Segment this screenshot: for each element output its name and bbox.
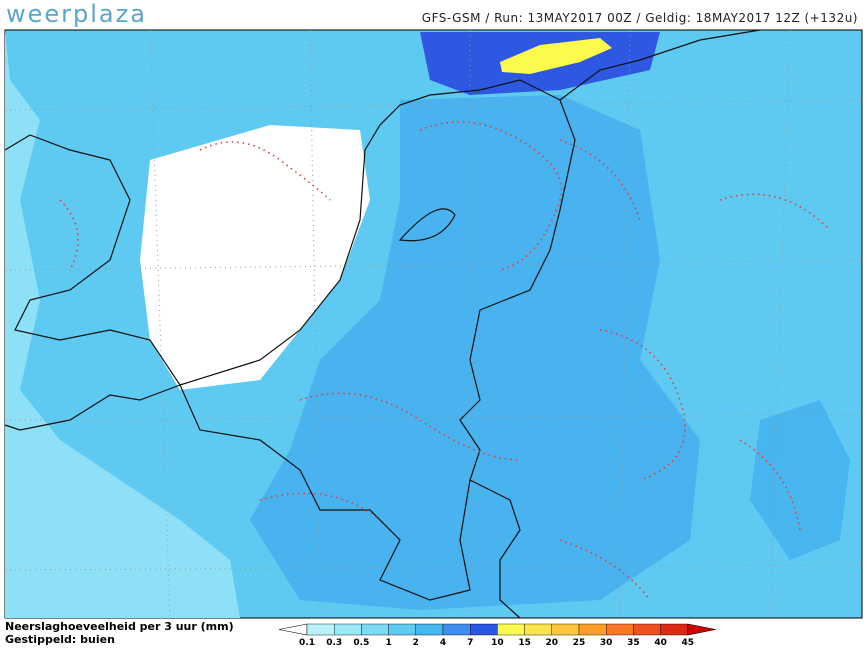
legend-tick-label: 35 [627, 638, 640, 648]
legend-tick-label: 7 [467, 638, 473, 648]
lake [398, 208, 456, 242]
legend-tick-label: 40 [654, 638, 667, 648]
legend-tick-label: 15 [518, 638, 531, 648]
map [4, 29, 863, 619]
color-swatch [361, 623, 389, 636]
legend-tick-label: 10 [491, 638, 504, 648]
legend-tick-label: 25 [573, 638, 586, 648]
legend-tick-label: 30 [600, 638, 613, 648]
color-swatch [334, 623, 362, 636]
legend-tick-label: 0.5 [353, 638, 369, 648]
dry-area [140, 125, 370, 390]
legend-tick-label: 2 [413, 638, 419, 648]
color-swatch [442, 623, 471, 636]
legend-tick-label: 4 [440, 638, 446, 648]
wet-area [250, 95, 700, 610]
color-swatch [497, 623, 525, 636]
color-swatch [388, 623, 417, 636]
border-be [179, 384, 471, 601]
legend-tick-label: 0.1 [299, 638, 315, 648]
coast-de [559, 29, 761, 101]
coast-uk [4, 134, 181, 431]
color-swatch [524, 623, 552, 636]
shower-contours [59, 121, 831, 601]
legend-tick-label: 20 [546, 638, 559, 648]
legend-tick-label: 45 [682, 638, 695, 648]
color-bar: 0.1 0.3 0.5 1 2 4 7 10 15 20 25 30 35 40 45 [278, 623, 716, 648]
light-area [5, 30, 240, 618]
wet-area-east [750, 400, 850, 560]
run-info: GFS-GSM / Run: 13MAY2017 00Z / Geldig: 1… [422, 11, 858, 25]
color-swatch [306, 623, 335, 636]
brand: weerplaza [6, 0, 147, 28]
legend-title: Neerslaghoeveelheid per 3 uur (mm) [5, 620, 234, 633]
color-swatch [470, 623, 498, 636]
high-triangle [687, 623, 716, 636]
low-triangle [278, 623, 308, 636]
legend-subtitle: Gestippeld: buien [5, 633, 115, 646]
color-swatch [606, 623, 634, 636]
legend-tick-label: 1 [385, 638, 391, 648]
color-swatch [415, 623, 444, 636]
legend-tick-label: 0.3 [326, 638, 342, 648]
yellow-area [500, 38, 612, 74]
color-swatch [660, 623, 688, 636]
color-swatch [578, 623, 607, 636]
coast-nl [179, 79, 576, 619]
color-swatch [551, 623, 580, 636]
color-swatch [633, 623, 661, 636]
